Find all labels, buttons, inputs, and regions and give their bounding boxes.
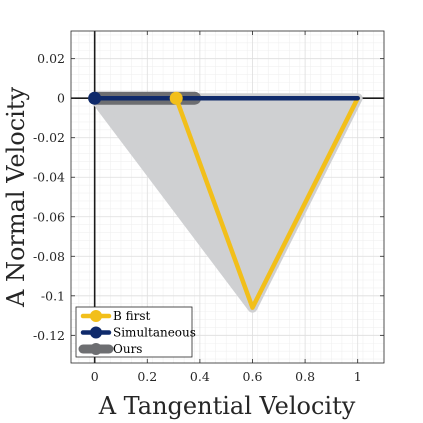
y-tick-label: 0.02 [37, 51, 65, 66]
axis-ticks [71, 31, 384, 363]
y-axis-label: A Normal Velocity [2, 87, 30, 308]
y-tick-label: -0.1 [41, 288, 65, 303]
legend-label: Ours [113, 342, 142, 356]
series-layer [88, 91, 360, 310]
y-tick-label: -0.06 [33, 209, 65, 224]
x-tick-label: 0.8 [295, 369, 315, 384]
y-tick-label: -0.08 [33, 249, 65, 264]
legend-entry-b-first: B first [80, 309, 151, 323]
legend-label: B first [113, 309, 151, 323]
legend-label: Simultaneous [113, 326, 196, 340]
plot-frame [70, 30, 385, 364]
y-tick-label: -0.04 [33, 170, 65, 185]
x-axis-label: A Tangential Velocity [98, 392, 356, 420]
x-tick-label: 0 [91, 369, 99, 384]
legend-entry-ours: Ours [78, 342, 142, 356]
series-marker-b-first [169, 91, 183, 105]
y-tick-label: 0 [57, 91, 65, 106]
x-tick-labels: 0 0.2 0.4 0.6 0.8 1 [91, 369, 362, 384]
x-tick-label: 0.2 [137, 369, 157, 384]
y-tick-label: -0.12 [33, 328, 65, 343]
legend-swatch-marker [90, 343, 102, 355]
legend-swatch-marker [90, 310, 102, 322]
x-tick-label: 0.6 [243, 369, 263, 384]
legend-swatch-marker [90, 326, 102, 339]
legend-entry-simultaneous: Simultaneous [80, 326, 196, 340]
legend: B first Simultaneous Ours [75, 306, 196, 358]
x-tick-label: 0.4 [190, 369, 210, 384]
y-tick-label: -0.02 [33, 130, 65, 145]
y-tick-labels: 0.02 0 -0.02 -0.04 -0.06 -0.08 -0.1 -0.12 [33, 51, 65, 343]
series-marker-simultaneous [88, 91, 102, 105]
x-tick-label: 1 [354, 369, 362, 384]
